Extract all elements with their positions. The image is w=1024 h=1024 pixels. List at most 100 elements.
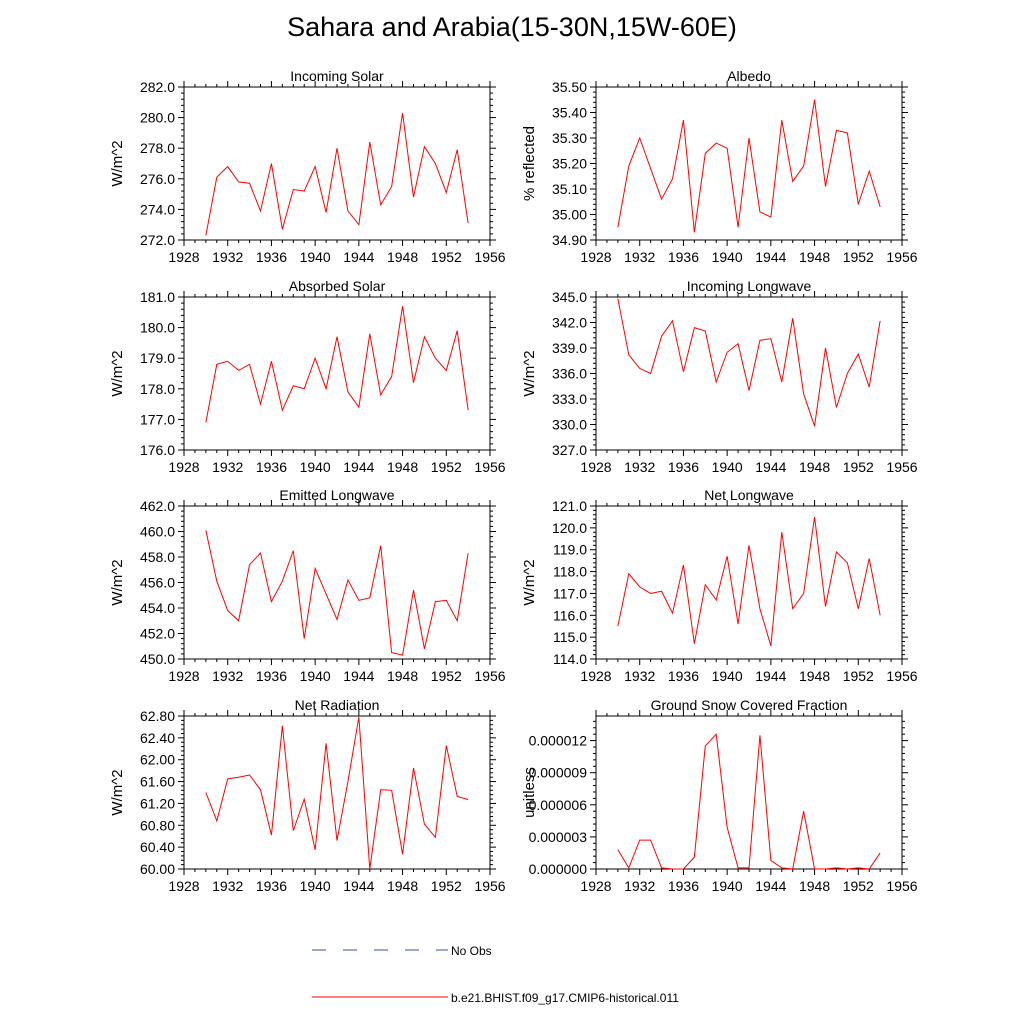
x-tick-label: 1940	[712, 249, 743, 265]
x-tick-label: 1952	[843, 668, 874, 684]
legend-label-2: b.e21.BHIST.f09_g17.CMIP6-historical.011	[451, 991, 679, 1005]
x-tick-label: 1956	[886, 249, 917, 265]
y-axis-label: % reflected	[521, 126, 538, 201]
x-tick-label: 1936	[256, 249, 287, 265]
y-axis-label: W/m^2	[109, 769, 126, 815]
x-tick-label: 1936	[668, 249, 699, 265]
y-tick-label: 342.0	[552, 315, 587, 331]
x-tick-label: 1928	[580, 668, 611, 684]
y-tick-label: 327.0	[552, 442, 587, 458]
series-line	[205, 112, 469, 236]
x-tick-label: 1928	[580, 249, 611, 265]
plot-frame	[595, 715, 903, 870]
y-tick-label: 274.0	[140, 201, 175, 217]
y-tick-label: 60.00	[140, 861, 175, 877]
series-line	[205, 530, 469, 656]
y-tick-label: 456.0	[140, 575, 175, 591]
panel-7: Net Radiation W/m^2 1928 1932 1936 1940 1944 19…	[109, 697, 506, 894]
y-tick-label: 336.0	[552, 366, 587, 382]
series-line	[205, 306, 469, 423]
panel-2: Albedo % reflected 1928 1932 1936 1940 1944 194…	[521, 68, 918, 265]
y-tick-label: 35.40	[552, 105, 587, 121]
x-tick-label: 1944	[755, 459, 786, 475]
x-tick-label: 1956	[886, 668, 917, 684]
figure-title: Sahara and Arabia(15-30N,15W-60E)	[287, 12, 737, 42]
x-tick-label: 1936	[668, 668, 699, 684]
y-tick-label: 35.30	[552, 130, 587, 146]
x-tick-label: 1932	[212, 668, 243, 684]
x-tick-label: 1948	[387, 249, 418, 265]
x-tick-label: 1956	[474, 459, 505, 475]
x-tick-label: 1928	[168, 249, 199, 265]
x-tick-label: 1932	[624, 878, 655, 894]
panel-title: Emitted Longwave	[279, 487, 394, 503]
y-tick-label: 60.40	[140, 839, 175, 855]
y-tick-label: 61.60	[140, 774, 175, 790]
y-tick-label: 333.0	[552, 391, 587, 407]
y-tick-label: 34.90	[552, 232, 587, 248]
x-tick-label: 1932	[624, 668, 655, 684]
y-tick-label: 460.0	[140, 524, 175, 540]
legend: No Obs b.e21.BHIST.f09_g17.CMIP6-historic…	[312, 944, 679, 1005]
x-tick-label: 1936	[668, 878, 699, 894]
x-tick-label: 1940	[300, 249, 331, 265]
y-tick-label: 120.0	[552, 520, 587, 536]
y-tick-label: 0.000012	[529, 733, 588, 749]
panel-3: Absorbed Solar W/m^2 1928 1932 1936 1940 1944 1…	[109, 278, 506, 475]
y-tick-label: 35.50	[552, 79, 587, 95]
y-tick-label: 177.0	[140, 411, 175, 427]
y-tick-label: 0.000006	[529, 797, 588, 813]
y-tick-label: 330.0	[552, 417, 587, 433]
y-tick-label: 454.0	[140, 600, 175, 616]
panel-title: Incoming Solar	[290, 68, 384, 84]
y-tick-label: 119.0	[553, 542, 587, 558]
y-tick-label: 462.0	[140, 498, 175, 514]
plot-frame	[183, 86, 491, 241]
plot-frame	[183, 715, 491, 870]
x-tick-label: 1940	[300, 459, 331, 475]
x-tick-label: 1952	[431, 459, 462, 475]
y-tick-label: 0.000003	[529, 829, 588, 845]
panel-8: Ground Snow Covered Fraction unitless 1928…	[521, 697, 918, 894]
y-tick-label: 115.0	[553, 629, 587, 645]
x-tick-label: 1956	[474, 249, 505, 265]
x-tick-label: 1928	[580, 878, 611, 894]
series-line	[205, 717, 469, 870]
x-tick-label: 1936	[256, 459, 287, 475]
y-tick-label: 0.000009	[529, 765, 588, 781]
x-tick-label: 1952	[431, 878, 462, 894]
plot-frame	[183, 296, 491, 451]
y-tick-label: 282.0	[140, 79, 175, 95]
x-tick-label: 1928	[580, 459, 611, 475]
x-tick-label: 1940	[300, 668, 331, 684]
y-tick-label: 117.0	[553, 585, 587, 601]
x-tick-label: 1944	[755, 668, 786, 684]
x-tick-label: 1956	[474, 668, 505, 684]
x-tick-label: 1940	[300, 878, 331, 894]
panels-group: Incoming Solar W/m^2 1928 1932 1936 1940 1944 1…	[109, 68, 918, 894]
y-tick-label: 178.0	[140, 381, 175, 397]
plot-frame	[183, 505, 491, 660]
series-line	[617, 99, 881, 233]
panel-title: Absorbed Solar	[289, 278, 386, 294]
y-axis-label: W/m^2	[521, 559, 538, 605]
y-tick-label: 339.0	[552, 340, 587, 356]
series-line	[617, 733, 881, 870]
panel-4: Incoming Longwave W/m^2 1928 1932 1936 1940 19…	[521, 278, 918, 475]
y-axis-label: W/m^2	[521, 350, 538, 396]
y-axis-label: unitless	[521, 767, 538, 818]
x-tick-label: 1956	[886, 459, 917, 475]
y-tick-label: 114.0	[553, 651, 587, 667]
x-tick-label: 1948	[387, 878, 418, 894]
x-tick-label: 1940	[712, 459, 743, 475]
y-tick-label: 272.0	[140, 232, 175, 248]
x-tick-label: 1936	[256, 668, 287, 684]
x-tick-label: 1936	[668, 459, 699, 475]
x-tick-label: 1948	[799, 459, 830, 475]
panel-title: Net Radiation	[295, 697, 380, 713]
x-tick-label: 1952	[843, 878, 874, 894]
plot-frame	[595, 505, 903, 660]
legend-label-1: No Obs	[451, 944, 492, 958]
y-tick-label: 35.10	[552, 181, 587, 197]
y-tick-label: 276.0	[140, 171, 175, 187]
